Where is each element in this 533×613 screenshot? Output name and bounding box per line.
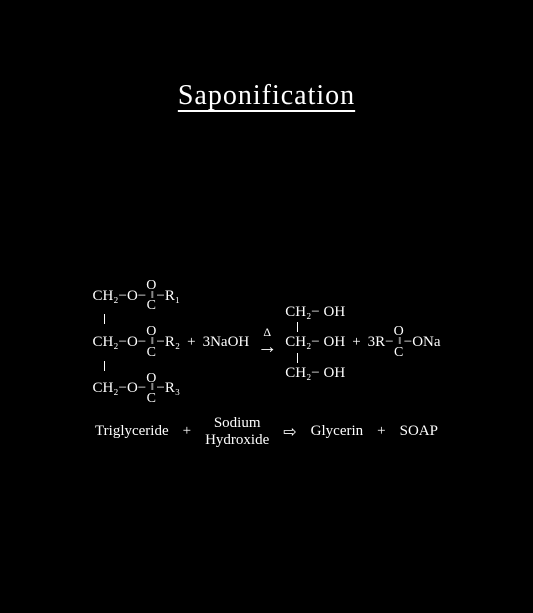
carbonyl-c-3: C <box>147 393 156 405</box>
soap-coeff: 3 <box>368 334 376 351</box>
dash-1: − <box>156 288 164 305</box>
reagent-naoh: 3NaOH <box>203 334 250 351</box>
dash-3: − <box>156 380 164 397</box>
glycerin-structure: CH₂− OH CH₂− OH CH₂− OH <box>285 304 345 382</box>
vertical-bond-1 <box>104 314 180 324</box>
word-sodium-hydroxide: Sodium Hydroxide <box>205 415 269 448</box>
r3: R₃ <box>165 380 180 397</box>
gly-row-2: CH₂− OH <box>285 334 345 351</box>
word-equation: Triglyceride + Sodium Hydroxide ⇨ Glycer… <box>0 415 533 448</box>
arrow-icon: → <box>257 336 277 359</box>
gly-row-1: CH₂− OH <box>285 304 345 321</box>
word-soap: SOAP <box>400 423 438 440</box>
word-plus-1: + <box>183 423 191 440</box>
trig-row-3: CH₂−O− O ‖ C − R₃ <box>92 373 180 405</box>
backbone-3: CH₂−O− <box>92 380 146 397</box>
trig-row-1: CH₂−O− O ‖ C − R₁ <box>92 280 180 312</box>
gly-row-3: CH₂− OH <box>285 365 345 382</box>
plus-2: + <box>352 334 360 351</box>
soap-carbonyl-c: C <box>394 347 403 359</box>
carbonyl-c-2: C <box>147 347 156 359</box>
chemical-equation: CH₂−O− O ‖ C − R₁ CH₂−O− O ‖ C − R₂ CH₂−… <box>20 280 513 405</box>
soap-product: 3 R− O ‖ C −ONa <box>368 326 441 358</box>
word-glycerin: Glycerin <box>311 423 363 440</box>
reaction-arrow: Δ → <box>257 325 277 359</box>
word-hydroxide: Hydroxide <box>205 432 269 449</box>
word-arrow-icon: ⇨ <box>283 422 296 442</box>
dash-2: − <box>156 334 164 351</box>
trig-row-2: CH₂−O− O ‖ C − R₂ <box>92 326 180 358</box>
soap-prefix: R− <box>375 334 393 351</box>
carbonyl-3: O ‖ C <box>146 373 156 405</box>
vertical-bond-2 <box>104 361 180 371</box>
r1: R₁ <box>165 288 180 305</box>
word-triglyceride: Triglyceride <box>95 423 169 440</box>
carbonyl-c-1: C <box>147 300 156 312</box>
backbone-2: CH₂−O− <box>92 334 146 351</box>
naoh-formula: NaOH <box>210 334 249 350</box>
backbone-1: CH₂−O− <box>92 288 146 305</box>
carbonyl-1: O ‖ C <box>146 280 156 312</box>
plus-1: + <box>187 334 195 351</box>
r2: R₂ <box>165 334 180 351</box>
triglyceride-structure: CH₂−O− O ‖ C − R₁ CH₂−O− O ‖ C − R₂ CH₂−… <box>92 280 180 405</box>
gly-bond-2 <box>297 353 345 363</box>
carbonyl-2: O ‖ C <box>146 326 156 358</box>
word-plus-2: + <box>377 423 385 440</box>
naoh-coeff: 3 <box>203 334 211 350</box>
soap-suffix: −ONa <box>404 334 441 351</box>
gly-bond-1 <box>297 322 345 332</box>
soap-carbonyl: O ‖ C <box>394 326 404 358</box>
word-sodium: Sodium <box>214 415 261 432</box>
diagram-title: Saponification <box>0 80 533 112</box>
